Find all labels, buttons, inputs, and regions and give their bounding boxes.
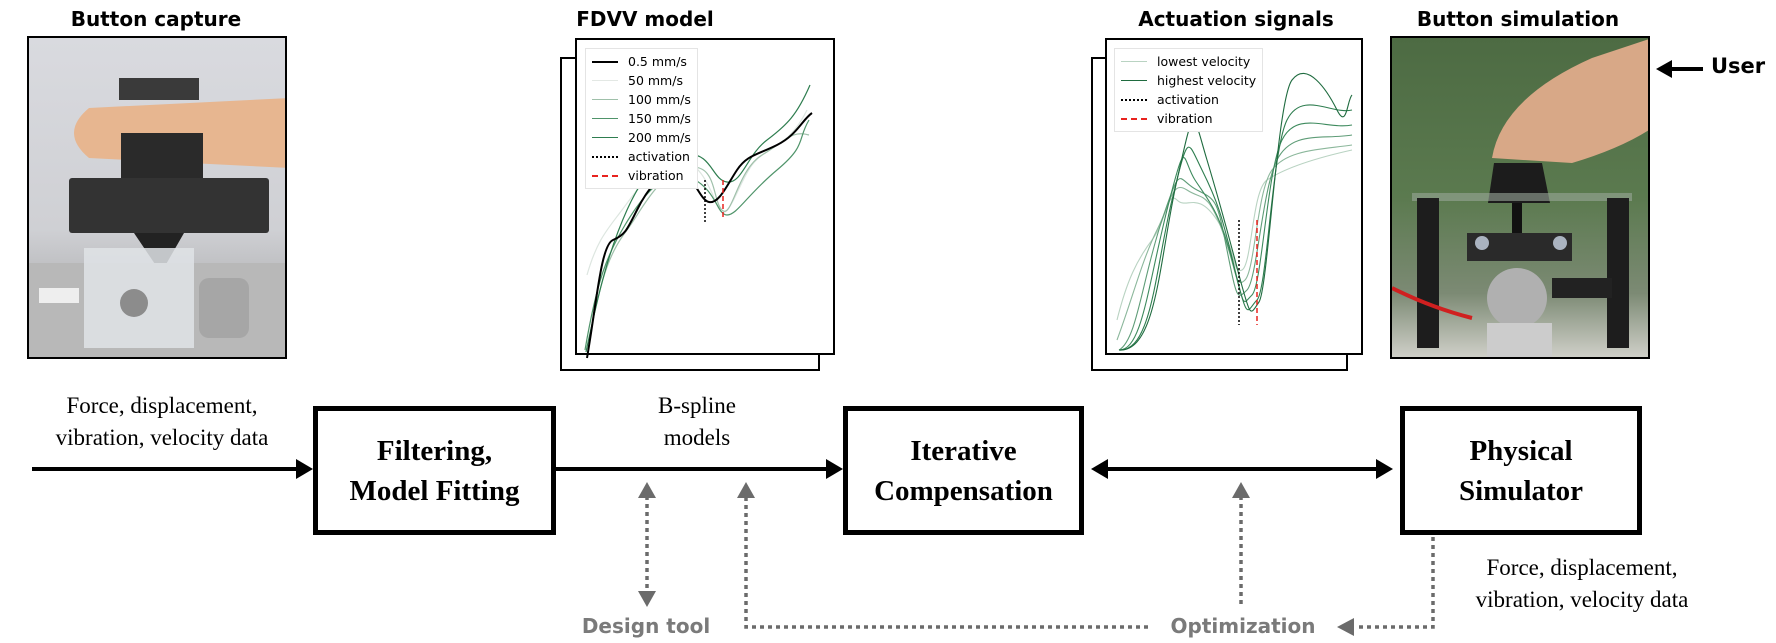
simulator-to-optimization-arrow xyxy=(1355,537,1435,629)
filtering-model-fitting-box: Filtering, Model Fitting xyxy=(313,406,556,535)
fdvv-model-title: FDVV model xyxy=(576,7,714,31)
arrowhead-up xyxy=(737,482,755,498)
button-capture-title: Button capture xyxy=(70,7,242,31)
actuation-signals-title: Actuation signals xyxy=(1138,7,1334,31)
legend-item: vibration xyxy=(1121,109,1256,128)
user-label: User xyxy=(1711,54,1766,78)
bidirectional-arrow xyxy=(1091,459,1393,479)
button-capture-illustration xyxy=(29,78,285,357)
arrowhead-down xyxy=(638,591,656,607)
optimization-to-bspline-arrow xyxy=(744,496,1148,629)
legend-item: lowest velocity xyxy=(1121,52,1256,71)
button-simulation-photo xyxy=(1390,36,1650,359)
bspline-arrow xyxy=(555,459,843,479)
arrowhead-left xyxy=(1337,618,1354,636)
button-capture-photo xyxy=(27,36,287,359)
button-simulation-illustration xyxy=(1392,39,1648,357)
actuation-curves xyxy=(1116,72,1353,351)
actuation-legend: lowest velocity highest velocity activat… xyxy=(1114,48,1264,132)
curve-200 xyxy=(585,84,811,353)
optimization-label: Optimization xyxy=(1164,614,1322,638)
input-data-label: Force, displacement, vibration, velocity… xyxy=(55,393,269,450)
arrowhead-up xyxy=(1232,482,1250,498)
button-simulation-title: Button simulation xyxy=(1416,7,1620,31)
design-tool-label: Design tool xyxy=(581,614,711,638)
legend-item: 50 mm/s xyxy=(592,71,691,90)
legend-item: 0.5 mm/s xyxy=(592,52,691,71)
actuation-signals-chart: lowest velocity highest velocity activat… xyxy=(1105,38,1363,355)
arrowhead-up xyxy=(638,482,656,498)
legend-item: 150 mm/s xyxy=(592,109,691,128)
input-arrow xyxy=(32,459,313,479)
legend-item: activation xyxy=(592,147,691,166)
fdvv-model-chart: 0.5 mm/s 50 mm/s 100 mm/s 150 mm/s 200 m… xyxy=(575,38,835,359)
user-arrow xyxy=(1656,60,1703,78)
legend-item: vibration xyxy=(592,166,691,185)
iterative-compensation-box: Iterative Compensation xyxy=(843,406,1084,535)
legend-item: highest velocity xyxy=(1121,71,1256,90)
output-data-label: Force, displacement, vibration, velocity… xyxy=(1475,555,1689,612)
bspline-models-label: B-spline models xyxy=(658,393,736,450)
curve-100 xyxy=(588,133,810,341)
legend-item: 200 mm/s xyxy=(592,128,691,147)
legend-item: activation xyxy=(1121,90,1256,109)
physical-simulator-box: Physical Simulator xyxy=(1400,406,1642,535)
fdvv-legend: 0.5 mm/s 50 mm/s 100 mm/s 150 mm/s 200 m… xyxy=(585,48,698,189)
dotted-connectors xyxy=(645,496,1435,629)
legend-item: 100 mm/s xyxy=(592,90,691,109)
